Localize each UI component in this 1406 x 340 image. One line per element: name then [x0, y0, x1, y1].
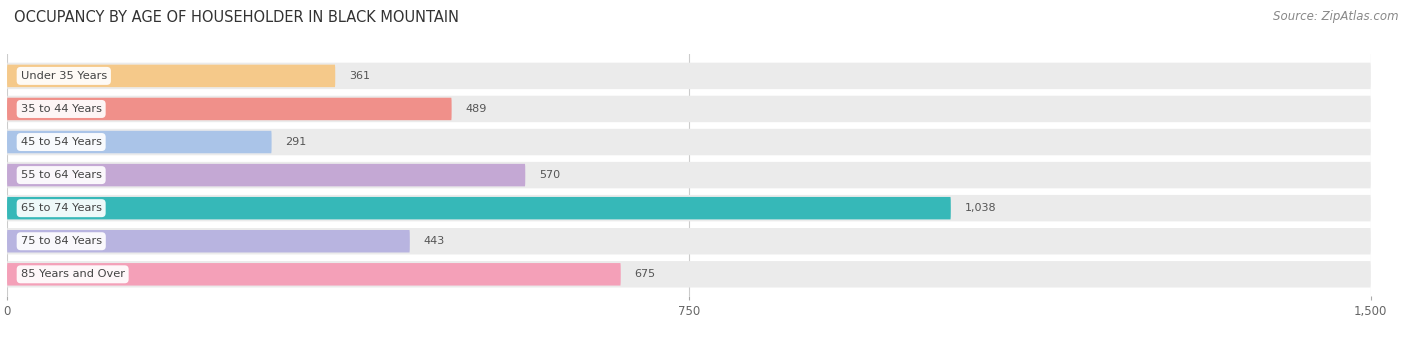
- FancyBboxPatch shape: [7, 63, 1371, 89]
- Text: 35 to 44 Years: 35 to 44 Years: [21, 104, 101, 114]
- FancyBboxPatch shape: [7, 261, 1371, 288]
- FancyBboxPatch shape: [7, 65, 335, 87]
- Text: 675: 675: [634, 269, 655, 279]
- FancyBboxPatch shape: [7, 197, 950, 219]
- FancyBboxPatch shape: [7, 228, 1371, 254]
- Text: 489: 489: [465, 104, 486, 114]
- Text: Source: ZipAtlas.com: Source: ZipAtlas.com: [1274, 10, 1399, 23]
- FancyBboxPatch shape: [7, 129, 1371, 155]
- FancyBboxPatch shape: [7, 98, 451, 120]
- FancyBboxPatch shape: [7, 263, 620, 286]
- FancyBboxPatch shape: [7, 131, 271, 153]
- Text: OCCUPANCY BY AGE OF HOUSEHOLDER IN BLACK MOUNTAIN: OCCUPANCY BY AGE OF HOUSEHOLDER IN BLACK…: [14, 10, 460, 25]
- Text: 1,038: 1,038: [965, 203, 995, 213]
- FancyBboxPatch shape: [7, 195, 1371, 221]
- Text: 75 to 84 Years: 75 to 84 Years: [21, 236, 101, 246]
- Text: 443: 443: [423, 236, 444, 246]
- FancyBboxPatch shape: [7, 96, 1371, 122]
- Text: 361: 361: [349, 71, 370, 81]
- Text: 291: 291: [285, 137, 307, 147]
- Text: 570: 570: [538, 170, 560, 180]
- Text: 45 to 54 Years: 45 to 54 Years: [21, 137, 101, 147]
- FancyBboxPatch shape: [7, 164, 526, 186]
- FancyBboxPatch shape: [7, 162, 1371, 188]
- Text: 85 Years and Over: 85 Years and Over: [21, 269, 125, 279]
- Text: 65 to 74 Years: 65 to 74 Years: [21, 203, 101, 213]
- Text: 55 to 64 Years: 55 to 64 Years: [21, 170, 101, 180]
- FancyBboxPatch shape: [7, 230, 409, 253]
- Text: Under 35 Years: Under 35 Years: [21, 71, 107, 81]
